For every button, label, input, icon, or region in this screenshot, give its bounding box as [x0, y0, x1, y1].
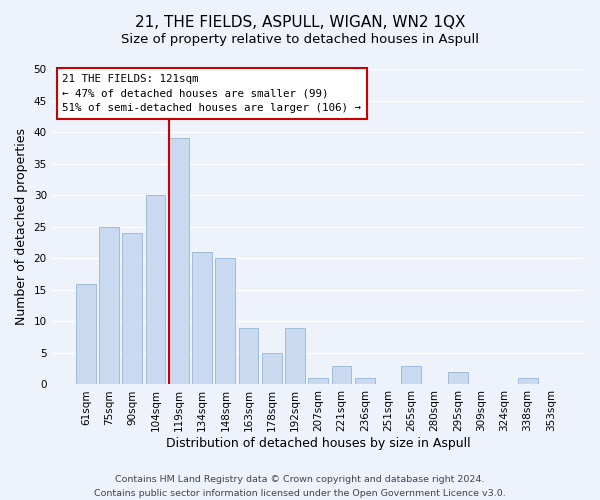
Bar: [215, 258, 235, 384]
Text: 21, THE FIELDS, ASPULL, WIGAN, WN2 1QX: 21, THE FIELDS, ASPULL, WIGAN, WN2 1QX: [135, 15, 465, 30]
Bar: [448, 372, 468, 384]
Text: Contains HM Land Registry data © Crown copyright and database right 2024.
Contai: Contains HM Land Registry data © Crown c…: [94, 476, 506, 498]
Bar: [285, 328, 305, 384]
Bar: [355, 378, 375, 384]
Y-axis label: Number of detached properties: Number of detached properties: [15, 128, 28, 325]
Bar: [239, 328, 259, 384]
X-axis label: Distribution of detached houses by size in Aspull: Distribution of detached houses by size …: [166, 437, 470, 450]
Bar: [169, 138, 188, 384]
Bar: [518, 378, 538, 384]
Bar: [76, 284, 95, 384]
Text: Size of property relative to detached houses in Aspull: Size of property relative to detached ho…: [121, 32, 479, 46]
Bar: [122, 233, 142, 384]
Bar: [308, 378, 328, 384]
Bar: [99, 226, 119, 384]
Bar: [146, 195, 166, 384]
Bar: [332, 366, 352, 384]
Bar: [401, 366, 421, 384]
Bar: [192, 252, 212, 384]
Text: 21 THE FIELDS: 121sqm
← 47% of detached houses are smaller (99)
51% of semi-deta: 21 THE FIELDS: 121sqm ← 47% of detached …: [62, 74, 361, 114]
Bar: [262, 353, 282, 384]
